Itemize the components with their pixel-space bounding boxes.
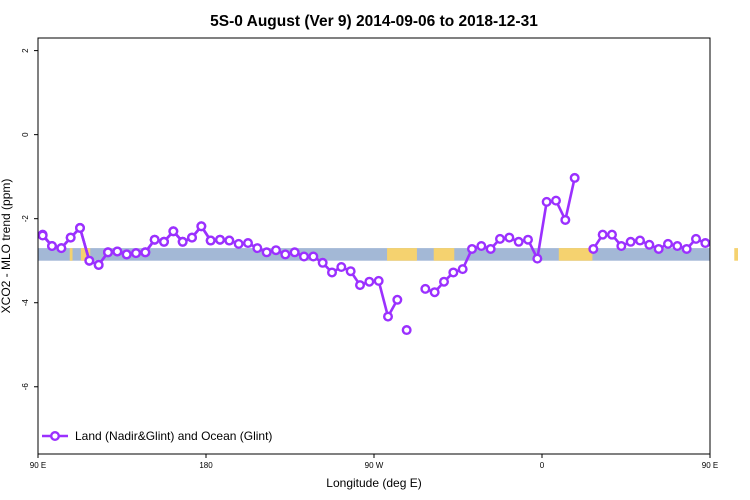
data-point xyxy=(252,243,263,254)
data-point xyxy=(383,311,394,322)
legend: Land (Nadir&Glint) and Ocean (Glint) xyxy=(42,429,272,443)
data-point xyxy=(691,233,702,244)
y-tick-label: -6 xyxy=(21,383,30,391)
x-tick-label: 90 E xyxy=(702,461,718,470)
x-axis-label: Longitude (deg E) xyxy=(326,476,421,490)
data-point xyxy=(653,243,664,254)
data-point xyxy=(681,243,692,254)
data-point xyxy=(130,248,141,259)
data-point xyxy=(523,234,534,245)
data-point xyxy=(457,264,468,275)
land-band-segment xyxy=(734,248,738,261)
data-point xyxy=(280,249,291,260)
y-axis-label: XCO2 - MLO trend (ppm) xyxy=(0,179,13,314)
legend-marker-swatch xyxy=(50,431,61,442)
data-point xyxy=(439,276,450,287)
x-axis: 90 E 180 90 W 0 90 E xyxy=(30,454,718,470)
plot-frame xyxy=(37,37,711,455)
data-point xyxy=(47,240,58,251)
y-axis: 2 0 -2 -4 -6 xyxy=(21,48,38,390)
data-point xyxy=(355,280,366,291)
data-point xyxy=(271,245,282,256)
data-point xyxy=(233,238,244,249)
x-tick-label: 90 W xyxy=(365,461,384,470)
data-point xyxy=(261,247,272,258)
data-point xyxy=(196,221,207,232)
x-tick-label: 90 E xyxy=(30,461,46,470)
data-point xyxy=(607,229,618,240)
data-point xyxy=(158,236,169,247)
data-point xyxy=(102,247,113,258)
data-point xyxy=(700,238,711,249)
data-point xyxy=(495,233,506,244)
data-point xyxy=(467,243,478,254)
y-tick-label: 2 xyxy=(21,48,30,53)
data-point xyxy=(84,255,95,266)
data-point xyxy=(186,232,197,243)
data-point xyxy=(663,238,674,249)
data-point xyxy=(112,246,123,257)
data-point xyxy=(205,235,216,246)
data-point xyxy=(504,232,515,243)
data-point xyxy=(672,240,683,251)
land-band-segment xyxy=(387,248,417,261)
land-band-segment xyxy=(80,248,91,261)
data-point xyxy=(551,195,562,206)
data-point xyxy=(74,222,85,233)
x-tick-label: 180 xyxy=(199,461,213,470)
data-point xyxy=(476,240,487,251)
data-point xyxy=(420,283,431,294)
y-tick-label: 0 xyxy=(21,132,30,137)
data-point xyxy=(569,172,580,183)
data-point xyxy=(597,229,608,240)
data-point xyxy=(616,240,627,251)
data-point xyxy=(299,251,310,262)
data-point xyxy=(644,239,655,250)
data-point xyxy=(37,230,48,241)
data-point xyxy=(177,236,188,247)
data-point xyxy=(149,234,160,245)
chart-title: 5S-0 August (Ver 9) 2014-09-06 to 2018-1… xyxy=(210,13,538,30)
data-point xyxy=(513,236,524,247)
data-point xyxy=(485,243,496,254)
data-point xyxy=(93,259,104,270)
data-point xyxy=(56,243,67,254)
y-tick-label: -4 xyxy=(21,299,30,307)
data-point xyxy=(214,234,225,245)
data-point xyxy=(289,247,300,258)
data-point xyxy=(560,214,571,225)
data-point xyxy=(308,251,319,262)
data-point xyxy=(532,253,543,264)
data-point xyxy=(588,243,599,254)
data-point xyxy=(625,236,636,247)
data-point xyxy=(336,262,347,273)
data-point xyxy=(327,267,338,278)
data-point xyxy=(429,287,440,298)
x-tick-label: 0 xyxy=(540,461,545,470)
land-band-segment xyxy=(558,248,593,261)
land-band-segment xyxy=(433,248,455,261)
data-point xyxy=(635,235,646,246)
y-tick-label: -2 xyxy=(21,215,30,223)
data-point xyxy=(121,249,132,260)
data-point xyxy=(317,257,328,268)
data-point xyxy=(242,238,253,249)
data-point xyxy=(65,232,76,243)
data-point xyxy=(541,196,552,207)
data-point xyxy=(140,247,151,258)
data-series xyxy=(37,172,711,336)
data-point xyxy=(401,325,412,336)
legend-entry-label: Land (Nadir&Glint) and Ocean (Glint) xyxy=(75,429,272,443)
data-point xyxy=(373,275,384,286)
data-point xyxy=(364,276,375,287)
data-point xyxy=(345,266,356,277)
data-point xyxy=(224,235,235,246)
land-band-segment xyxy=(69,248,73,261)
data-point xyxy=(168,226,179,237)
data-point xyxy=(448,267,459,278)
data-point xyxy=(392,294,403,305)
